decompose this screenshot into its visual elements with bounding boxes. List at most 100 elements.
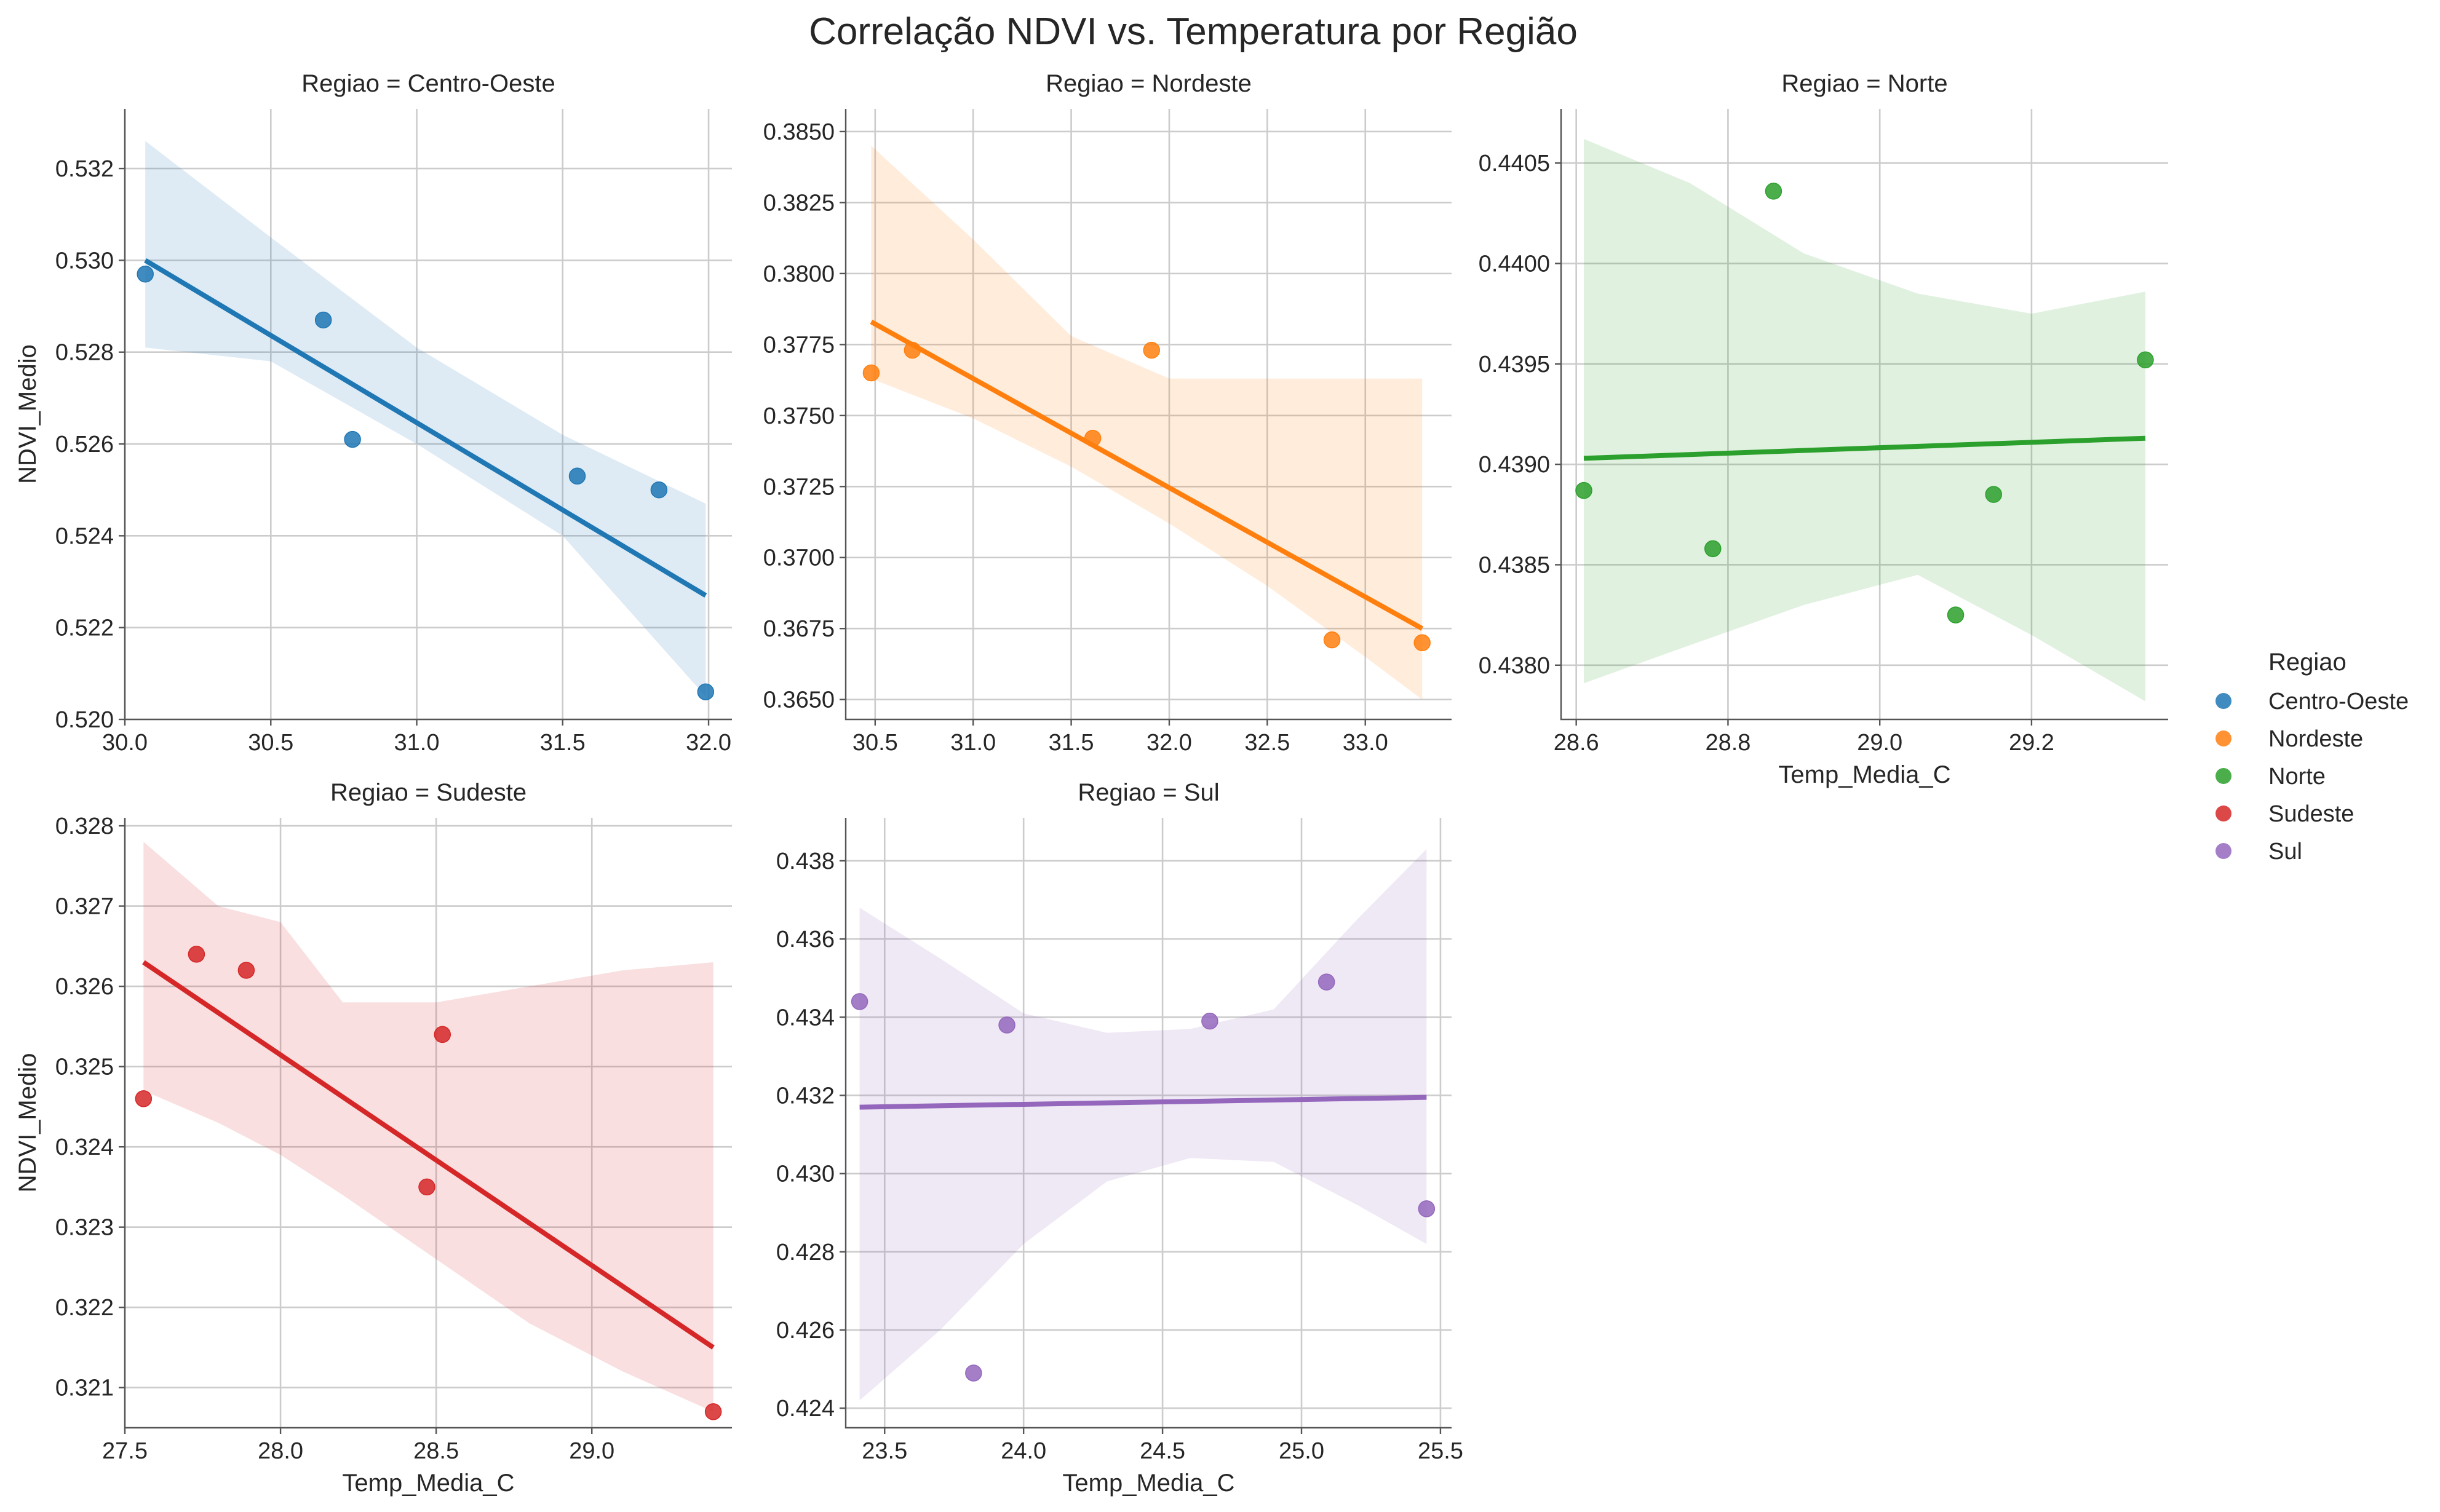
data-point [1143,341,1161,359]
facet-panels: 30.0 30.5 31.0 31.5 32.0 0.520 0.522 0.524 0.526… [14,70,2168,1497]
x-tick-label: 24.0 [1001,1438,1046,1464]
panel-title: Regiao = Sudeste [330,779,527,806]
panel-nordeste: 30.5 31.0 31.5 32.0 32.5 33.0 0.3650 0.3675 0.37… [763,70,1452,756]
y-tick-label: 0.4405 [1479,151,1550,176]
x-tick-label: 27.5 [102,1438,148,1464]
data-point [1317,973,1335,991]
data-point [418,1178,435,1196]
legend-marker-sul [2215,843,2231,859]
y-tick-label: 0.324 [55,1134,114,1160]
x-tick-label: 32.0 [686,730,731,756]
x-tick-label: 28.0 [258,1438,303,1464]
confidence-band [871,146,1423,700]
y-tick-label: 0.4380 [1479,653,1550,679]
panel-title: Regiao = Nordeste [1046,70,1252,97]
panel-centro-oeste: 30.0 30.5 31.0 31.5 32.0 0.520 0.522 0.524 0.526… [14,70,732,756]
y-tick-label: 0.323 [55,1215,114,1241]
y-tick-label: 0.526 [55,432,114,457]
confidence-band [1584,138,2145,702]
data-point [851,993,868,1010]
panel-sudeste: 27.5 28.0 28.5 29.0 0.321 0.322 0.323 0.324 0.32… [14,779,732,1497]
y-tick-label: 0.3700 [763,545,835,571]
y-tick-label: 0.3775 [763,332,835,358]
y-tick-label: 0.522 [55,615,114,641]
y-tick-label: 0.530 [55,248,114,274]
data-point [1765,183,1782,200]
x-tick-label: 30.0 [102,730,148,756]
regression-line [859,1094,1427,1110]
data-point [434,1026,451,1043]
y-tick-label: 0.3675 [763,616,835,642]
y-tick-label: 0.4390 [1479,452,1550,478]
y-tick-label: 0.3850 [763,119,835,145]
data-point [650,481,668,499]
x-tick-label: 31.5 [540,730,586,756]
y-tick-label: 0.327 [55,894,114,920]
y-tick-label: 0.520 [55,707,114,733]
y-tick-label: 0.3750 [763,403,835,429]
x-tick-label: 30.5 [852,730,898,756]
x-tick-label: 32.5 [1244,730,1290,756]
y-tick-label: 0.321 [55,1375,114,1401]
data-point [137,266,154,283]
data-point [1947,606,1965,623]
data-point [1418,1200,1436,1217]
x-tick-label: 28.5 [413,1438,459,1464]
data-point [188,946,205,963]
y-tick-label: 0.3825 [763,190,835,216]
y-tick-label: 0.322 [55,1295,114,1321]
y-tick-label: 0.3725 [763,474,835,500]
x-axis-label: Temp_Media_C [1778,761,1950,788]
x-tick-label: 25.0 [1279,1438,1324,1464]
y-tick-label: 0.430 [776,1162,835,1187]
confidence-band [143,842,713,1412]
x-tick-label: 25.5 [1418,1438,1463,1464]
legend-label-sudeste: Sudeste [2268,801,2354,827]
x-tick-label: 29.2 [2009,730,2054,756]
legend-label-centro-oeste: Centro-Oeste [2268,689,2409,714]
data-point [344,430,361,448]
y-tick-label: 0.424 [776,1396,835,1422]
axis-spine [1560,109,2168,721]
regression-line [144,258,707,598]
data-point [1985,486,2002,503]
data-point [1575,481,1592,499]
x-tick-label: 31.0 [394,730,440,756]
y-axis-label: NDVI_Medio [14,1053,41,1193]
data-point [1704,540,1722,558]
y-tick-label: 0.328 [55,813,114,839]
x-tick-label: 28.6 [1554,730,1599,756]
legend-label-norte: Norte [2268,764,2326,790]
legend-title: Regiao [2268,649,2347,676]
y-tick-label: 0.326 [55,974,114,1000]
y-tick-label: 0.428 [776,1240,835,1265]
x-tick-label: 31.5 [1049,730,1094,756]
data-point [237,962,255,979]
y-axis-label: NDVI_Medio [14,344,41,484]
y-tick-label: 0.426 [776,1318,835,1344]
x-tick-label: 33.0 [1343,730,1388,756]
data-point [2137,351,2154,369]
data-point [965,1364,982,1382]
x-tick-label: 23.5 [862,1438,907,1464]
y-tick-label: 0.432 [776,1083,835,1109]
axis-spine [844,818,1452,1429]
data-point [1413,634,1431,652]
y-tick-label: 0.434 [776,1005,835,1031]
panel-sul: 23.5 24.0 24.5 25.0 25.5 0.424 0.426 0.428 0.430… [776,779,1463,1497]
x-tick-label: 30.5 [248,730,293,756]
data-point [314,311,332,329]
legend-label-sul: Sul [2268,839,2302,865]
y-tick-label: 0.528 [55,340,114,366]
y-tick-label: 0.4400 [1479,251,1550,277]
data-point [904,341,921,359]
data-point [1201,1012,1218,1030]
axis-spine [844,109,1452,721]
y-tick-label: 0.4385 [1479,552,1550,578]
confidence-band [859,849,1427,1401]
data-point [998,1016,1015,1034]
y-tick-label: 0.4395 [1479,352,1550,378]
legend-marker-nordeste [2215,730,2231,746]
x-tick-label: 29.0 [1857,730,1902,756]
y-tick-label: 0.3800 [763,261,835,287]
